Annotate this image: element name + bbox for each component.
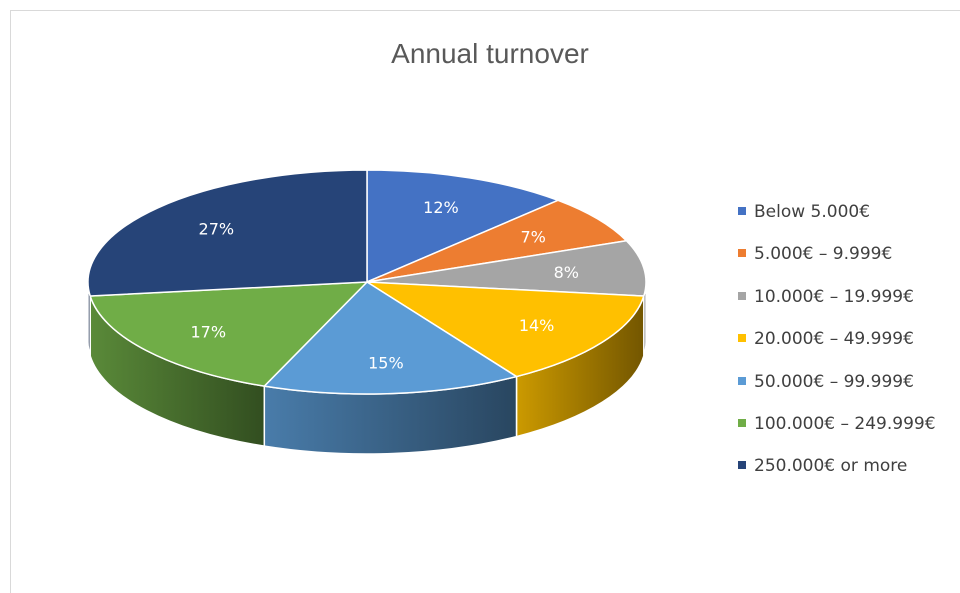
legend-swatch <box>738 418 746 427</box>
pie-tops <box>87 169 647 395</box>
pie-labels: 12% 7% 8% 14% 15% 17% 27% <box>190 198 578 372</box>
legend-item: Below 5.000€ <box>738 198 936 240</box>
legend-swatch <box>738 461 746 470</box>
data-label-5: 17% <box>190 322 226 341</box>
legend-swatch <box>738 249 746 258</box>
legend-label: 50.000€ – 99.999€ <box>754 371 914 392</box>
legend-swatch <box>738 376 746 385</box>
pie-slice-2 <box>366 240 647 297</box>
legend-label: Below 5.000€ <box>754 202 871 222</box>
data-label-0: 12% <box>423 198 459 217</box>
legend-swatch <box>738 291 746 300</box>
pie-slice-3 <box>366 281 645 378</box>
pie-slice-0 <box>366 169 559 283</box>
legend-swatch <box>738 207 746 215</box>
legend-item: 20.000€ – 49.999€ <box>738 325 936 367</box>
legend-item: 10.000€ – 19.999€ <box>738 283 936 325</box>
chart-title: Annual turnover <box>391 38 589 69</box>
data-label-3: 14% <box>519 316 555 335</box>
pie-slice-1 <box>366 199 628 283</box>
legend-item: 100.000€ – 249.999€ <box>738 410 936 452</box>
legend-label: 5.000€ – 9.999€ <box>754 244 893 265</box>
legend-item: 50.000€ – 99.999€ <box>738 368 936 410</box>
pie-slice-4 <box>263 281 518 395</box>
legend-swatch <box>738 334 746 343</box>
legend: Below 5.000€ 5.000€ – 9.999€ 10.000€ – 19.… <box>738 198 936 495</box>
pie-slice-5 <box>89 281 368 387</box>
data-label-2: 8% <box>554 263 579 282</box>
legend-label: 100.000€ – 249.999€ <box>754 413 936 434</box>
legend-label: 20.000€ – 49.999€ <box>754 329 914 350</box>
legend-item: 5.000€ – 9.999€ <box>738 240 936 282</box>
legend-item: 250.000€ or more <box>738 452 936 494</box>
legend-label: 10.000€ – 19.999€ <box>754 286 914 307</box>
data-label-4: 15% <box>368 353 404 372</box>
pie-slice-6 <box>87 169 368 297</box>
pie-sides <box>87 281 647 455</box>
data-label-1: 7% <box>520 228 545 247</box>
legend-label: 250.000€ or more <box>754 456 908 477</box>
data-label-6: 27% <box>199 220 235 239</box>
